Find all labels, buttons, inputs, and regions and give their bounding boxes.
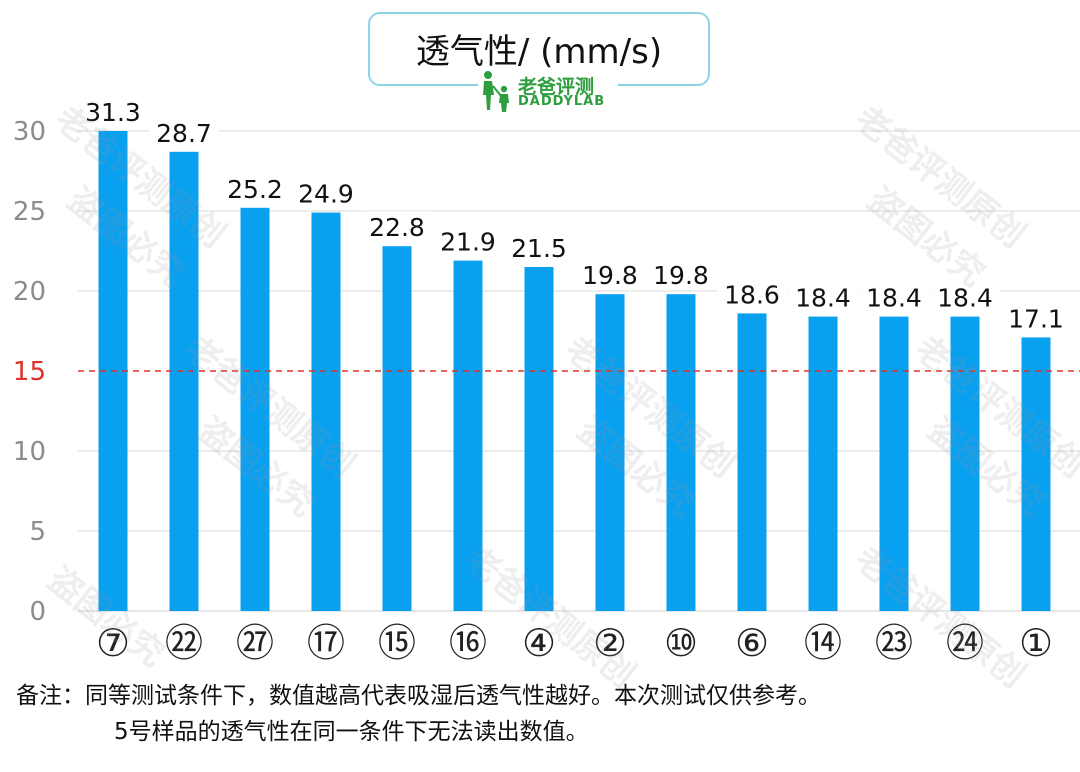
data-label: 25.2 (227, 175, 283, 204)
data-label-background (859, 281, 929, 312)
bar (950, 316, 980, 611)
y-tick-label: 0 (29, 597, 46, 627)
x-tick-label: ⑯ (449, 621, 487, 665)
bar (524, 267, 554, 611)
data-label: 28.7 (156, 119, 212, 148)
bar (808, 316, 838, 611)
x-tick-label: ㉓ (875, 621, 913, 665)
data-label: 24.9 (298, 180, 354, 209)
y-tick-label: 25 (13, 197, 46, 227)
data-label: 21.5 (511, 234, 567, 263)
bar-chart: 0 5 10 15 20 25 30 31.3 28.7 25.2 24.9 22.8 21.9 21.5… (13, 96, 1080, 665)
brand-name-en: DADDYLAB (518, 94, 606, 109)
y-tick-label: 10 (13, 437, 46, 467)
data-label: 19.8 (582, 261, 638, 290)
bar (666, 294, 696, 611)
data-label: 21.9 (440, 228, 496, 257)
data-label-background (78, 96, 148, 126)
data-label: 31.3 (85, 98, 141, 127)
data-label-background (149, 116, 219, 147)
brand-name-cn: 老爸评测 (518, 76, 595, 98)
chart-title: 透气性/ (mm/s) (415, 32, 663, 72)
x-tick-label: ㉔ (946, 621, 984, 665)
x-tick-label: ④ (522, 621, 556, 665)
data-label-background (433, 225, 503, 256)
x-tick-label: ⑰ (307, 621, 345, 665)
data-label: 22.8 (369, 213, 425, 242)
x-tick-label: ⑭ (804, 621, 842, 665)
data-label: 19.8 (653, 261, 709, 290)
y-tick-label: 5 (29, 517, 46, 547)
data-label-background (362, 211, 432, 242)
data-label: 18.4 (866, 284, 922, 313)
data-label-background (220, 172, 290, 203)
x-tick-label: ㉒ (165, 621, 203, 665)
data-label: 18.4 (795, 284, 851, 313)
data-label-background (646, 259, 716, 290)
x-tick-label: ⑥ (735, 621, 769, 665)
data-label: 18.6 (724, 280, 780, 309)
brand-logo: 老爸评测 DADDYLAB (478, 70, 618, 114)
bar (737, 313, 767, 611)
bar (879, 316, 909, 611)
bar (311, 212, 341, 611)
y-tick-label: 30 (13, 117, 46, 147)
bar (1021, 337, 1051, 611)
data-label-background (717, 278, 787, 309)
x-tick-label: ⑩ (664, 621, 698, 665)
parent-child-icon (483, 71, 509, 112)
x-tick-label: ② (593, 621, 627, 665)
data-label-background (788, 281, 858, 312)
data-label-background (575, 259, 645, 290)
footnote: 备注：同等测试条件下，数值越高代表吸湿后透气性越好。本次测试仅供参考。 5号样品… (16, 678, 821, 750)
x-tick-label: ⑮ (378, 621, 416, 665)
bar (595, 294, 625, 611)
x-tick-label: ㉗ (236, 621, 274, 665)
reference-line-label: 15 (13, 357, 46, 387)
bar (240, 207, 270, 612)
footnote-line-2: 5号样品的透气性在同一条件下无法读出数值。 (114, 719, 589, 745)
x-tick-label: ⑦ (96, 621, 130, 665)
x-tick-label: ① (1019, 621, 1053, 665)
data-label-background (504, 232, 574, 262)
bar (453, 260, 483, 611)
footnote-line-1: 备注：同等测试条件下，数值越高代表吸湿后透气性越好。本次测试仅供参考。 (16, 683, 821, 709)
data-label: 18.4 (937, 284, 993, 313)
y-tick-label: 20 (13, 277, 46, 307)
data-label-background (291, 177, 361, 208)
bar (382, 246, 412, 611)
data-label: 17.1 (1008, 304, 1064, 333)
data-label-background (1001, 302, 1071, 333)
bar (169, 151, 199, 612)
data-label-background (930, 281, 1000, 312)
